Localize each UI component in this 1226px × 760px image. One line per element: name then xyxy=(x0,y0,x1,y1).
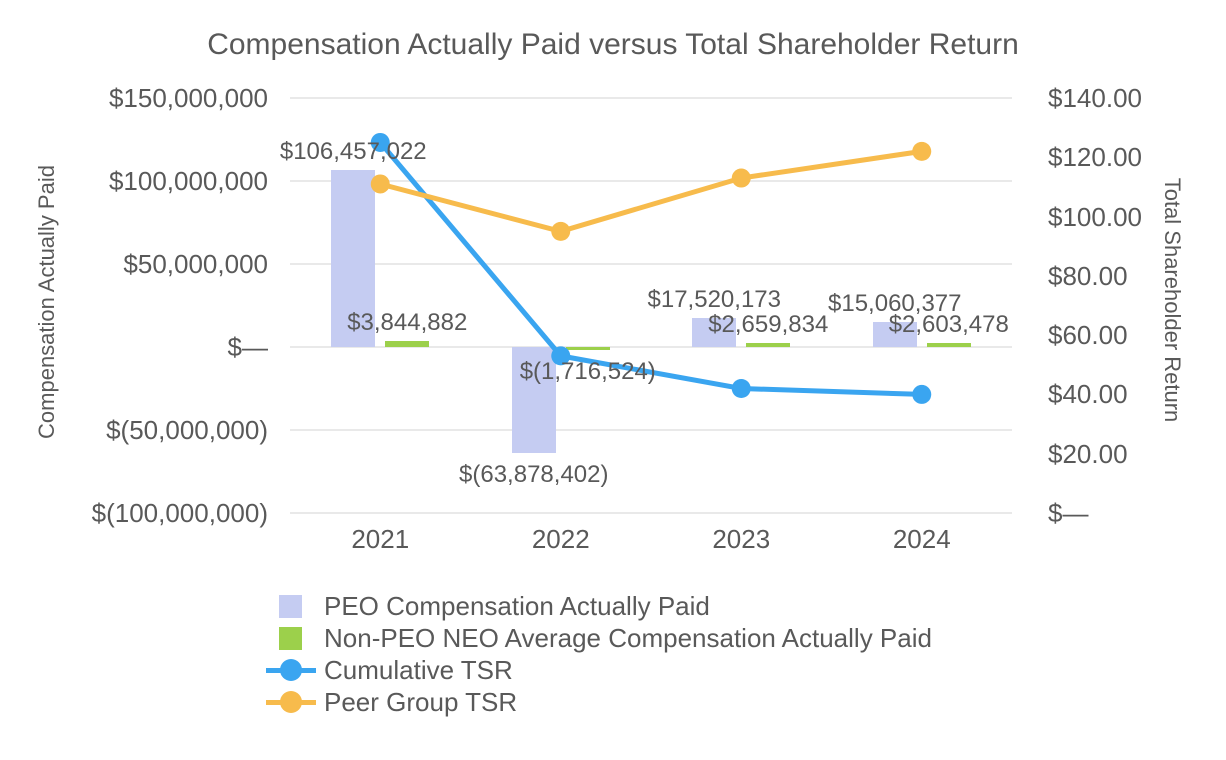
left-axis-tick-1: $100,000,000 xyxy=(108,166,268,196)
gridline-4 xyxy=(290,429,1012,431)
legend-item-peo-compensation-actually-paid: PEO Compensation Actually Paid xyxy=(266,591,710,621)
x-axis-tick-2024: 2024 xyxy=(892,524,951,554)
legend-label: Cumulative TSR xyxy=(324,654,513,685)
peer-group-tsr-line xyxy=(379,148,923,234)
peo-compensation-actually-paid-bar-2021 xyxy=(331,170,376,347)
peo-compensation-actually-paid-data-label-2023: $17,520,173 xyxy=(647,285,781,313)
peo-compensation-actually-paid-swatch-icon xyxy=(266,591,316,621)
legend-item-cumulative-tsr: Cumulative TSR xyxy=(266,655,513,685)
cumulative-tsr-line-marker-icon xyxy=(266,655,316,685)
cumulative-tsr-marker-2024 xyxy=(912,384,932,404)
gridline-1 xyxy=(290,180,1012,182)
peo-compensation-actually-paid-data-label-2024: $15,060,377 xyxy=(828,289,962,317)
left-axis-tick-2: $50,000,000 xyxy=(123,249,268,279)
right-axis-tick-6: $20.00 xyxy=(1048,438,1128,469)
right-axis-tick-7: $— xyxy=(1048,498,1089,528)
left-axis-tick-3: $— xyxy=(227,332,268,362)
peo-compensation-actually-paid-bar-2023 xyxy=(692,317,737,347)
peer-group-tsr-marker-2022 xyxy=(551,221,571,241)
x-axis-tick-2023: 2023 xyxy=(712,524,771,554)
gridline-3 xyxy=(290,346,1012,348)
right-axis-tick-2: $100.00 xyxy=(1048,201,1142,232)
right-axis-tick-3: $80.00 xyxy=(1048,260,1128,291)
left-axis-tick-5: $(100,000,000) xyxy=(91,498,268,528)
legend-item-non-peo-neo-average-compensation-actually-paid: Non-PEO NEO Average Compensation Actuall… xyxy=(266,623,932,653)
non-peo-neo-average-compensation-actually-paid-data-label-2024: $2,603,478 xyxy=(888,310,1009,338)
left-axis-tick-0: $150,000,000 xyxy=(108,83,268,113)
non-peo-neo-average-compensation-actually-paid-bar-2022 xyxy=(565,347,610,350)
non-peo-neo-average-compensation-actually-paid-bar-2024 xyxy=(926,342,971,347)
chart-title: Compensation Actually Paid versus Total … xyxy=(207,28,1019,61)
peo-compensation-actually-paid-data-label-2021: $106,457,022 xyxy=(279,138,427,166)
gridline-0 xyxy=(290,97,1012,99)
right-axis-tick-1: $120.00 xyxy=(1048,142,1142,173)
legend-item-peer-group-tsr: Peer Group TSR xyxy=(266,687,517,717)
peo-compensation-actually-paid-bar-2022 xyxy=(511,347,556,454)
non-peo-neo-average-compensation-actually-paid-data-label-2022: $(1,716,524) xyxy=(519,357,656,385)
cumulative-tsr-marker-2022 xyxy=(551,346,571,366)
cumulative-tsr-marker-2023 xyxy=(731,379,751,398)
peo-compensation-actually-paid-bar-2024 xyxy=(872,321,917,347)
non-peo-neo-average-compensation-actually-paid-bar-2021 xyxy=(385,340,430,347)
peer-group-tsr-marker-2021 xyxy=(370,174,390,194)
non-peo-neo-average-compensation-actually-paid-data-label-2021: $3,844,882 xyxy=(347,308,468,336)
peer-group-tsr-marker-2023 xyxy=(731,168,751,188)
peer-group-tsr-line-marker-icon xyxy=(266,687,316,717)
legend-label: Peer Group TSR xyxy=(324,686,518,717)
right-axis-tick-4: $60.00 xyxy=(1048,320,1128,351)
gridline-2 xyxy=(290,263,1012,265)
legend-label: PEO Compensation Actually Paid xyxy=(324,590,710,621)
legend-label: Non-PEO NEO Average Compensation Actuall… xyxy=(324,622,932,653)
left-axis-tick-4: $(50,000,000) xyxy=(106,415,268,445)
right-axis-tick-5: $40.00 xyxy=(1048,379,1128,410)
x-axis-tick-2022: 2022 xyxy=(531,524,590,554)
right-axis-tick-0: $140.00 xyxy=(1048,83,1142,113)
peer-group-tsr-marker-2024 xyxy=(912,141,932,161)
non-peo-neo-average-compensation-actually-paid-bar-2023 xyxy=(746,342,791,347)
non-peo-neo-average-compensation-actually-paid-data-label-2023: $2,659,834 xyxy=(708,310,829,338)
peo-compensation-actually-paid-data-label-2022: $(63,878,402) xyxy=(459,461,609,489)
gridline-5 xyxy=(290,512,1012,514)
non-peo-neo-average-compensation-actually-paid-swatch-icon xyxy=(266,623,316,653)
cumulative-tsr-marker-2021 xyxy=(370,132,390,152)
x-axis-tick-2021: 2021 xyxy=(351,524,410,554)
cumulative-tsr-line xyxy=(378,140,922,397)
